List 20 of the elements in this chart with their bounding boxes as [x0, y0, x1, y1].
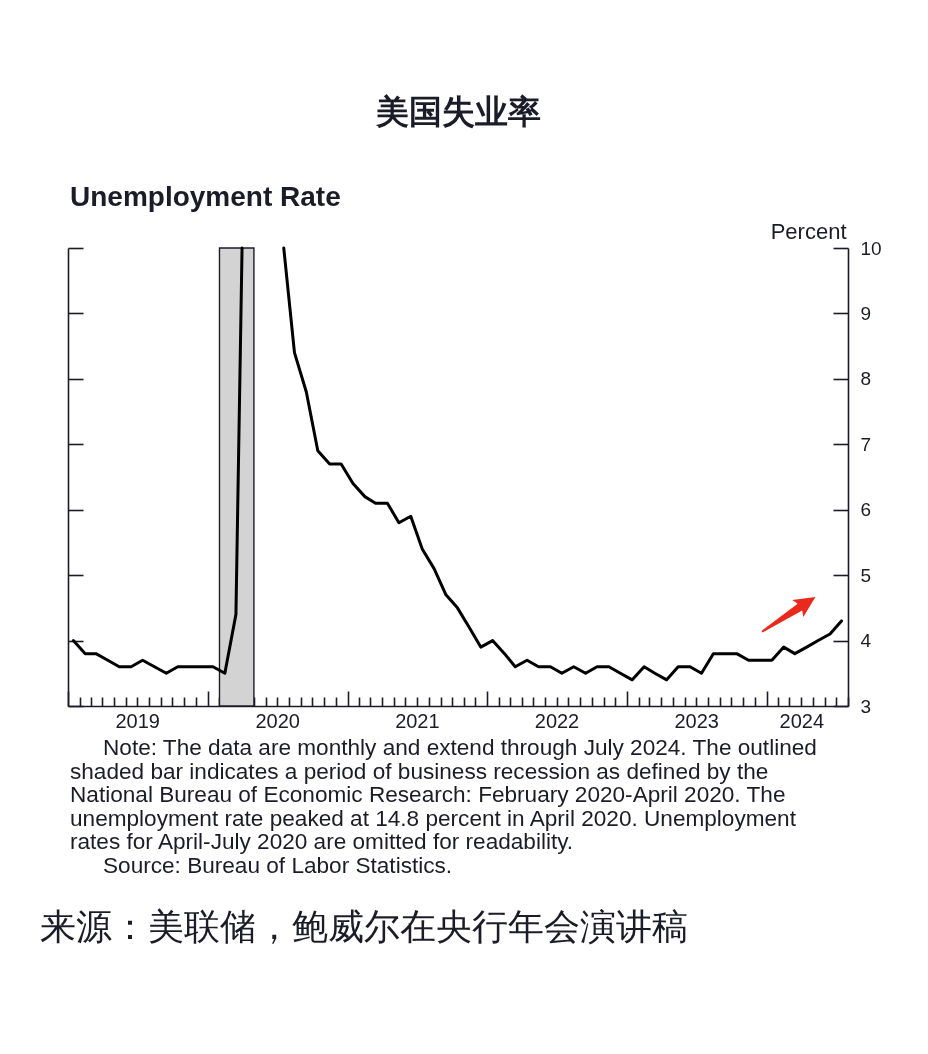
x-tick-label: 2023 — [674, 709, 719, 732]
y-axis-title: Percent — [770, 218, 847, 244]
y-tick-label: 6 — [860, 499, 872, 521]
x-tick-label: 2022 — [534, 709, 580, 732]
y-tick-label: 9 — [860, 302, 872, 324]
x-tick-label: 2021 — [395, 709, 440, 732]
x-tick-label: 2019 — [115, 709, 160, 732]
y-tick-label: 10 — [860, 237, 882, 259]
chart-subtitle: Unemployment Rate — [70, 181, 341, 212]
x-tick-label: 2020 — [255, 709, 300, 732]
y-tick-label: 3 — [860, 695, 872, 717]
y-tick-label: 4 — [860, 630, 872, 652]
x-tick-label: 2024 — [779, 709, 825, 732]
y-tick-label: 7 — [860, 433, 872, 455]
y-tick-label: 5 — [860, 564, 872, 586]
source-note: 来源：美联储，鲍威尔在央行年会演讲稿 — [40, 906, 688, 947]
y-tick-label: 8 — [860, 368, 872, 390]
chart-title: 美国失业率 — [374, 93, 541, 130]
text: Note: The data are monthly and extend through July 2024. The outlined shaded bar indicates a period of business recession as defined by the National Bureau of Economic Research: February 2020-April 2020. The unemployment rate peaked at 14.8 percent in April 2020. Unemployment rates for April-July 2020 are omitted for readability. — [70, 735, 817, 855]
source-note: Source: Bureau of Labor Statistics. — [103, 853, 453, 878]
